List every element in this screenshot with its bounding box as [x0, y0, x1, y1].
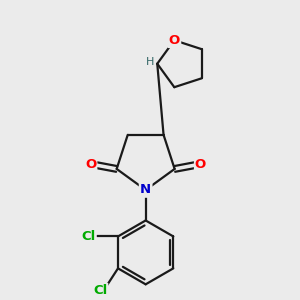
Text: O: O — [85, 158, 97, 171]
Text: H: H — [146, 57, 154, 67]
Text: N: N — [140, 184, 151, 196]
Text: Cl: Cl — [94, 284, 108, 297]
Text: O: O — [194, 158, 206, 171]
Text: O: O — [169, 34, 180, 47]
Text: Cl: Cl — [82, 230, 96, 243]
